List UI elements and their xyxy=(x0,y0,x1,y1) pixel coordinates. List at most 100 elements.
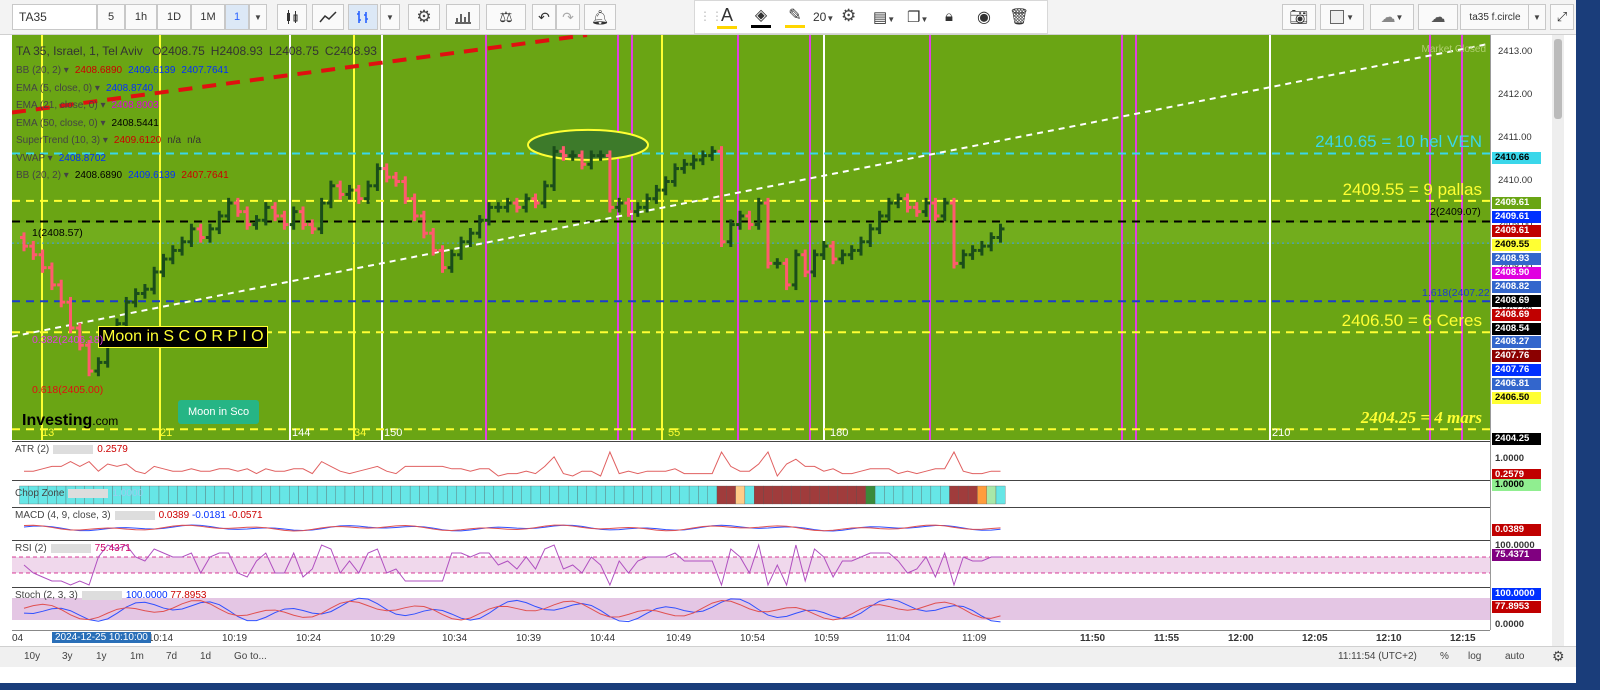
chop-zone-block xyxy=(382,485,392,505)
fill-color-button[interactable]: ◈ xyxy=(747,5,775,31)
range-1m[interactable]: 1m xyxy=(130,651,144,662)
clone-button[interactable]: ❐▼ xyxy=(907,9,929,26)
fullscreen-button[interactable]: ⤢ xyxy=(1550,4,1574,30)
indicator-legend-row[interactable]: EMA (50, close, 0) ▾ 2408.5441 xyxy=(16,118,165,129)
layout-button[interactable]: ▼ xyxy=(1320,4,1364,30)
vertical-scrollbar[interactable] xyxy=(1552,35,1564,646)
indicator-legend-row[interactable]: VWAP ▾ 2408.8702 xyxy=(16,153,112,164)
indicator-legend-row[interactable]: EMA (21, close, 0) ▾ 2408.8003 xyxy=(16,100,165,111)
load-layout-button[interactable]: ☁ ▼ xyxy=(1370,4,1414,30)
moon-callout[interactable]: Moon in Sco xyxy=(178,400,260,424)
chop-zone-block xyxy=(196,485,206,505)
stoch-panel[interactable]: Stoch (2, 3, 3) 100.0000 77.8953 xyxy=(12,587,1490,631)
ohlc-type-button[interactable] xyxy=(348,4,378,30)
price-tick: 2412.00 xyxy=(1498,89,1533,101)
interval-1d[interactable]: 1D xyxy=(157,4,191,30)
indicator-value: 2408.5441 xyxy=(111,117,159,129)
time-axis[interactable]: 04 10:14 10:19 10:24 10:29 10:34 10:39 10:44 10:… xyxy=(12,630,1490,647)
settings-button[interactable]: ⚙ xyxy=(408,4,440,30)
compare-button[interactable]: ⚖ xyxy=(486,4,526,30)
chart-type-dropdown[interactable]: ▼ xyxy=(380,4,400,30)
price-label: 2409.61 xyxy=(1492,211,1541,223)
eye-icon: ◉ xyxy=(977,9,991,26)
chop-zone-block xyxy=(177,485,188,505)
delete-button[interactable]: 🗑︎ xyxy=(1009,7,1029,27)
range-3y[interactable]: 3y xyxy=(62,651,73,662)
indicator-legend-row[interactable]: EMA (5, close, 0) ▾ 2408.8740 xyxy=(16,83,159,94)
visibility-button[interactable]: ◉ xyxy=(977,7,991,27)
price-label: 2409.61 xyxy=(1492,197,1541,209)
undo-button[interactable]: ↶ xyxy=(532,4,556,30)
chevron-down-icon: ▼ xyxy=(1533,12,1541,22)
goto-button[interactable]: Go to... xyxy=(234,651,267,662)
range-1d[interactable]: 1d xyxy=(200,651,212,662)
time-tick: 12:00 xyxy=(1228,633,1254,644)
panel-value-tag: 0.2579 xyxy=(1492,469,1541,481)
macd-panel[interactable]: MACD (4, 9, close, 3) 0.0389 -0.0181 -0.0… xyxy=(12,507,1490,541)
main-chart-pane[interactable]: TA 35, Israel, 1, Tel Aviv O2408.75 H2408… xyxy=(12,35,1490,440)
log-toggle[interactable]: log xyxy=(1468,651,1482,662)
price-chart[interactable] xyxy=(12,35,1490,440)
interval-dropdown[interactable]: ▼ xyxy=(249,4,267,30)
price-tick: 2410.00 xyxy=(1498,175,1533,187)
lock-button[interactable]: 🔒︎ xyxy=(945,8,953,25)
range-10y[interactable]: 10y xyxy=(24,651,41,662)
moon-scorpio-label[interactable]: Moon in S C O R P I O xyxy=(98,326,268,348)
interval-1-min[interactable]: 1 xyxy=(225,4,249,30)
rsi-panel[interactable]: RSI (2) 75.4371 xyxy=(12,540,1490,588)
chop-zone-block xyxy=(168,485,178,505)
indicator-legend-row[interactable]: BB (20, 2) ▾ 2408.6890 2409.6139 2407.7641 xyxy=(16,65,235,76)
screenshot-button[interactable]: 📷︎ xyxy=(1282,4,1316,30)
price-label: 2408.90 xyxy=(1492,267,1541,279)
auto-toggle[interactable]: auto xyxy=(1505,651,1525,662)
gear-icon[interactable]: ⚙ xyxy=(1552,648,1565,664)
chop-zone-block xyxy=(912,485,922,505)
symbol-input[interactable]: TA35 xyxy=(12,4,97,30)
chop-zone-block xyxy=(214,485,225,505)
atr-panel[interactable]: ATR (2) 0.2579 xyxy=(12,441,1490,481)
interval-5[interactable]: 5 xyxy=(97,4,125,30)
text-color-button[interactable]: A xyxy=(713,5,741,31)
chop-zone-block xyxy=(335,485,346,505)
range-1y[interactable]: 1y xyxy=(96,651,107,662)
candle-type-button[interactable] xyxy=(277,4,307,30)
drag-handle-icon[interactable]: ⋮⋮ xyxy=(699,9,723,23)
interval-1m[interactable]: 1M xyxy=(191,4,225,30)
interval-1h[interactable]: 1h xyxy=(125,4,157,30)
bottom-bar: 10y 3y 1y 1m 7d 1d Go to... 11:11:54 (UT… xyxy=(0,646,1576,667)
drawing-settings-button[interactable]: ⚙ xyxy=(841,6,856,26)
cycle-label: 150 xyxy=(384,427,403,439)
chop-zone-block xyxy=(400,485,411,505)
chop-zone-block xyxy=(902,485,913,505)
redo-button[interactable]: ↷ xyxy=(556,4,580,30)
indicator-legend-row[interactable]: SuperTrend (10, 3) ▾ 2409.6120 n/a n/a xyxy=(16,135,207,146)
time-tick: 11:55 xyxy=(1154,633,1180,644)
chop-zone-block xyxy=(688,485,699,505)
indicator-value: 2408.8740 xyxy=(105,82,154,94)
panel-value-tag: 77.8953 xyxy=(1492,601,1541,613)
range-7d[interactable]: 7d xyxy=(166,651,178,662)
macd-legend: MACD (4, 9, close, 3) 0.0389 -0.0181 -0.0… xyxy=(15,510,263,521)
chop-zone-block xyxy=(279,485,290,505)
fullscreen-icon: ⤢ xyxy=(1556,9,1568,24)
layout-dropdown[interactable]: ▼ xyxy=(1528,4,1546,30)
chop-zone-block xyxy=(893,485,904,505)
line-color-button[interactable]: ✎ xyxy=(781,5,809,31)
scroll-thumb[interactable] xyxy=(1554,39,1562,119)
level-label: 2409.55 = 9 pallas xyxy=(1342,179,1482,199)
line-type-button[interactable] xyxy=(312,4,344,30)
template-button[interactable]: ▤▼ xyxy=(873,9,896,26)
cycle-label: 144 xyxy=(292,427,311,439)
cycle-label: 34 xyxy=(354,427,367,439)
alert-button[interactable]: 🔔︎ xyxy=(584,4,616,30)
supertrend-line xyxy=(12,35,588,115)
line-width-select[interactable]: 20▼ xyxy=(813,10,835,24)
percent-toggle[interactable]: % xyxy=(1440,651,1449,662)
chop-zone-panel[interactable]: Chop Zone 1.0000 xyxy=(12,480,1490,508)
cycle-label: 210 xyxy=(1272,427,1291,439)
indicators-button[interactable] xyxy=(446,4,480,30)
chop-zone-block xyxy=(800,485,811,505)
indicator-legend-row[interactable]: BB (20, 2) ▾ 2408.6890 2409.6139 2407.7641 xyxy=(16,170,235,181)
save-layout-button[interactable]: ☁ xyxy=(1418,4,1458,30)
layout-name[interactable]: ta35 f.circle xyxy=(1460,4,1530,30)
